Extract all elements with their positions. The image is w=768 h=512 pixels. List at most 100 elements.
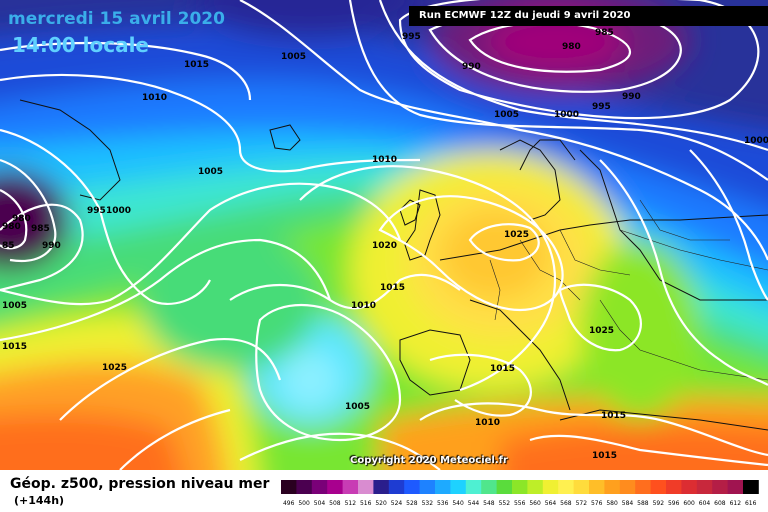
isobar-label: 990 [622,92,641,102]
isobar-label: 985 [31,224,50,234]
legend-subtitle: (+144h) [14,494,65,507]
colorbar-swatch [435,480,451,494]
colorbar-swatch [589,480,605,494]
colorbar-swatch [327,480,343,494]
colorbar-tick-label: 508 [329,500,341,507]
colorbar-tick-label: 592 [653,500,665,507]
isobar-label: 1025 [589,326,614,336]
colorbar-swatch [358,480,374,494]
time-title: 14:00 locale [12,33,149,57]
isobar-label: 1005 [494,110,519,120]
colorbar-tick-label: 540 [452,500,464,507]
colorbar-tick-label: 524 [391,500,403,507]
colorbar-swatch [450,480,467,494]
isobar-label: 1000 [106,206,131,216]
colorbar-swatch [681,480,698,494]
isobar-label: 85 [2,241,15,251]
colorbar-swatch [373,480,390,494]
isobar-label: 1015 [592,451,617,461]
colorbar-tick-label: 584 [622,500,634,507]
colorbar-swatch [296,480,313,494]
colorbar-swatch [573,480,590,494]
colorbar-swatch [311,480,328,494]
colorbar-tick-label: 516 [360,500,372,507]
colorbar-tick-label: 536 [437,500,449,507]
run-info-box: Run ECMWF 12Z du jeudi 9 avril 2020 [409,6,768,26]
isobar-label: 1000 [744,136,768,146]
colorbar-tick-label: 596 [668,500,680,507]
colorbar-tick-label: 500 [298,500,310,507]
isobar-label: 1010 [142,93,167,103]
colorbar-tick-label: 548 [483,500,495,507]
colorbar-tick-label: 612 [730,500,742,507]
isobar-label: 1015 [2,342,27,352]
colorbar-tick-label: 608 [714,500,726,507]
colorbar-tick-label: 572 [576,500,588,507]
colorbar-tick-label: 544 [468,500,480,507]
colorbar-tick-label: 564 [545,500,557,507]
copyright-text: Copyright 2020 Meteociel.fr [350,455,508,466]
isobar-label: 1015 [601,411,626,421]
isobar-label: 1000 [554,110,579,120]
colorbar-tick-label: 576 [591,500,603,507]
colorbar-tick-label: 520 [375,500,387,507]
colorbar-swatch [619,480,636,494]
colorbar-swatch [604,480,621,494]
colorbar-tick-label: 560 [529,500,541,507]
colorbar-tick-label: 504 [314,500,326,507]
colorbar-tick-label: 580 [606,500,618,507]
colorbar-tick-label: 616 [745,500,757,507]
isobar-label: 1010 [475,418,500,428]
colorbar-tick-label: 556 [514,500,526,507]
colorbar-swatch [635,480,651,494]
isobar-label: 1020 [372,241,397,251]
isobar-label: 990 [42,241,61,251]
isobar-label: 1025 [102,363,127,373]
colorbar-swatch [527,480,544,494]
colorbar-swatch [558,480,574,494]
colorbar: 496 500 504 508 512 516 520 524 528 532 536 540 544 5… [281,480,759,507]
colorbar-tick-label: 600 [683,500,695,507]
isobar-label: 1015 [380,283,405,293]
isobar-label: 1015 [184,60,209,70]
isobar-label: 1005 [345,402,370,412]
colorbar-swatch [404,480,420,494]
colorbar-swatch [281,480,297,494]
date-title: mercredi 15 avril 2020 [8,9,225,29]
isobar-label: 1005 [281,52,306,62]
isobar-label: 1010 [351,301,376,311]
isobar-label: 980 [562,42,581,52]
colorbar-tick-label: 588 [637,500,649,507]
weather-map: 995 980 985 990 990 995 1000 1005 1000 1005 1015 10… [0,0,768,470]
colorbar-swatch [465,480,482,494]
colorbar-swatch [666,480,682,494]
isobar-label: 990 [462,62,481,72]
legend-title: Géop. z500, pression niveau mer [10,476,270,492]
colorbar-swatch [650,480,667,494]
isobar-label: 1010 [372,155,397,165]
colorbar-tick-label: 512 [345,500,357,507]
isobar-label: 1005 [198,167,223,177]
isobar-labels: 9959809859909909951000100510001005101510… [2,28,768,461]
colorbar-swatch [696,480,713,494]
colorbar-swatch [512,480,528,494]
colorbar-swatch [496,480,513,494]
colorbar-swatch [419,480,436,494]
isobar-label: 995 [402,32,421,42]
borders [489,199,768,381]
colorbar-tick-label: 496 [283,500,295,507]
isobar-label: 995 [87,206,106,216]
colorbar-tick-label: 604 [699,500,711,507]
isobar-label: 995 [592,102,611,112]
colorbar-swatch [342,480,359,494]
colorbar-swatch [743,480,759,494]
colorbar-swatch [727,480,744,494]
isobar-label: 985 [595,28,614,38]
isobar-label: 1025 [504,230,529,240]
colorbar-tick-label: 568 [560,500,572,507]
colorbar-swatch [481,480,497,494]
isobar-label: 980 [12,214,31,224]
colorbar-swatch [388,480,405,494]
isobar-label: 980 [2,222,21,232]
colorbar-swatch [542,480,559,494]
